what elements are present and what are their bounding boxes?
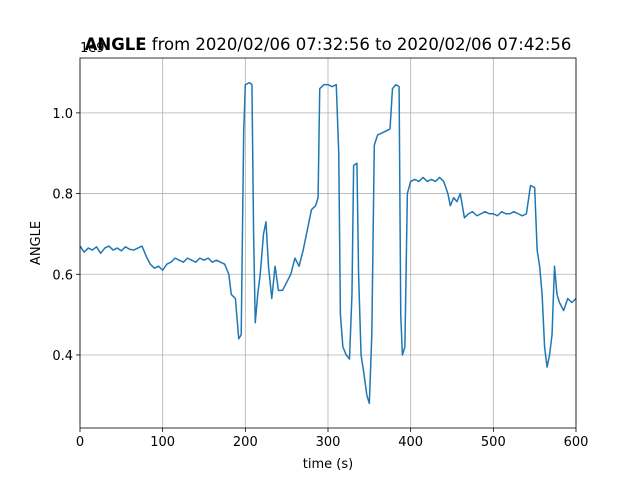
plot-frame [79, 57, 577, 429]
x-tick-label: 300 [316, 435, 341, 450]
x-tick-label: 400 [398, 435, 423, 450]
y-tick-label: 1.0 [52, 107, 73, 122]
y-axis-label: ANGLE [29, 221, 44, 265]
y-tick-label: 0.8 [52, 188, 73, 203]
y-tick-label: 0.6 [52, 268, 73, 283]
x-tick-label: 500 [481, 435, 506, 450]
title-bold: ANGLE [85, 35, 147, 54]
chart-title: ANGLE from 2020/02/06 07:32:56 to 2020/0… [85, 35, 572, 54]
y-tick-label: 0.4 [52, 349, 73, 364]
x-tick-label: 200 [233, 435, 258, 450]
x-tick-label: 0 [76, 435, 84, 450]
title-rest: from 2020/02/06 07:32:56 to 2020/02/06 0… [147, 35, 572, 54]
x-axis-label: time (s) [303, 457, 353, 472]
x-tick-label: 100 [150, 435, 175, 450]
x-tick-label: 600 [564, 435, 589, 450]
data-line [79, 81, 577, 405]
offset-text: 1e9 [80, 41, 105, 56]
